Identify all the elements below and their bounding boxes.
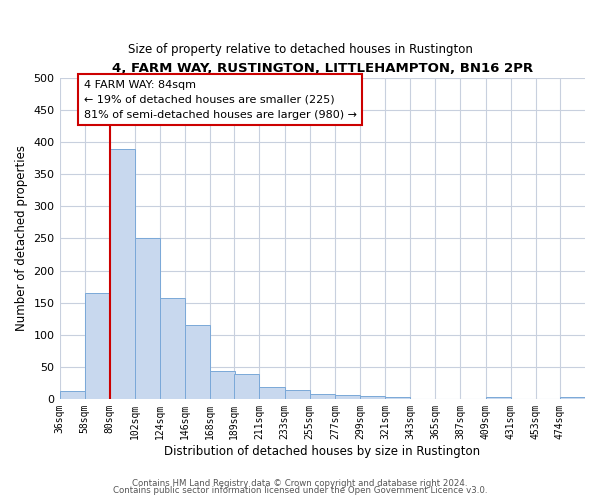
Bar xyxy=(284,390,310,399)
Y-axis label: Number of detached properties: Number of detached properties xyxy=(15,146,28,332)
Bar xyxy=(110,148,135,399)
Bar xyxy=(211,371,235,399)
Bar xyxy=(235,374,259,399)
Bar xyxy=(160,298,185,399)
Bar xyxy=(85,293,110,399)
Bar xyxy=(385,397,410,399)
Bar xyxy=(485,397,511,399)
Bar xyxy=(185,325,211,399)
Title: 4, FARM WAY, RUSTINGTON, LITTLEHAMPTON, BN16 2PR: 4, FARM WAY, RUSTINGTON, LITTLEHAMPTON, … xyxy=(112,62,533,76)
Bar xyxy=(135,238,160,399)
Text: Contains public sector information licensed under the Open Government Licence v3: Contains public sector information licen… xyxy=(113,486,487,495)
Text: 4 FARM WAY: 84sqm
← 19% of detached houses are smaller (225)
81% of semi-detache: 4 FARM WAY: 84sqm ← 19% of detached hous… xyxy=(83,80,356,120)
Bar xyxy=(259,388,284,399)
Bar xyxy=(560,397,585,399)
X-axis label: Distribution of detached houses by size in Rustington: Distribution of detached houses by size … xyxy=(164,444,481,458)
Bar xyxy=(59,391,85,399)
Text: Contains HM Land Registry data © Crown copyright and database right 2024.: Contains HM Land Registry data © Crown c… xyxy=(132,478,468,488)
Text: Size of property relative to detached houses in Rustington: Size of property relative to detached ho… xyxy=(128,42,472,56)
Bar xyxy=(360,396,385,399)
Bar xyxy=(310,394,335,399)
Bar xyxy=(335,395,360,399)
